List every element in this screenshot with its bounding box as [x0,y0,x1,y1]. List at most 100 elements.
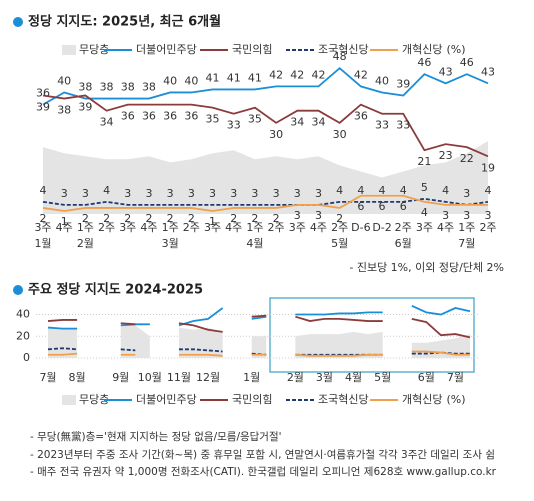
value-label: 1 [61,215,68,228]
value-label: 2 [40,212,47,225]
group-label: 2월 [77,237,94,250]
value-label: 38 [121,81,135,94]
value-label: 40 [163,74,177,87]
value-label: 23 [439,149,453,162]
value-label: 3 [124,187,131,200]
value-label: 4 [103,184,110,197]
x-tick-label: 10월 [138,371,162,384]
x-tick-label: 1주 [458,221,475,234]
value-label: 30 [333,128,347,141]
x-tick-label: 2주 [268,221,285,234]
value-label: 2 [273,212,280,225]
value-label: 4 [485,184,492,197]
group-label: 5월 [331,237,348,250]
chart-title: 정당 지지도: 2025년, 최근 6개월 [28,14,221,30]
value-label: 3 [251,187,258,200]
value-label: 3 [315,187,322,200]
value-label: 2 [336,212,343,225]
x-tick-label: 4주 [310,221,327,234]
highlight-box [269,297,475,373]
value-label: 48 [333,50,347,63]
legend-label: 조국혁신당 [318,393,369,406]
value-label: 2 [188,212,195,225]
legend-label: 개혁신당 [402,43,442,56]
value-label: 39 [396,78,410,91]
value-label: 3 [61,187,68,200]
x-tick-label: 11월 [167,371,191,384]
x-tick-label: 2주 [395,221,412,234]
group-label: 3월 [162,237,179,250]
x-tick-label: 1월 [243,371,260,384]
x-tick-label: D-2 [372,221,391,234]
footnote: - 무당(無黨)층='현재 지지하는 정당 없음/모름/응답거절' [30,430,282,443]
value-label: 30 [269,128,283,141]
value-label: 34 [311,116,325,129]
value-label: 3 [294,187,301,200]
value-label: 4 [421,206,428,219]
value-label: 40 [184,74,198,87]
value-label: 38 [78,81,92,94]
value-label: 46 [417,56,431,69]
value-label: 4 [336,184,343,197]
value-label: 36 [163,110,177,123]
group-label: 1월 [34,237,51,250]
value-label: 2 [82,212,89,225]
value-label: 6 [379,200,386,213]
x-tick-label: 1주 [162,221,179,234]
value-label: 21 [417,155,431,168]
value-label: 3 [463,209,470,222]
x-tick-label: 4월 [345,371,362,384]
footnote: - 2023년부터 주중 조사 기간(화~목) 중 휴무일 포함 시, 연말연시… [30,448,495,461]
legend-swatch [62,45,76,55]
group-label: 4월 [246,237,263,250]
value-label: 3 [294,209,301,222]
x-tick-label: 3주 [416,221,433,234]
value-label: 3 [315,209,322,222]
legend-label: 개혁신당 [402,393,442,406]
value-label: 19 [481,161,495,174]
value-label: 2 [230,212,237,225]
x-tick-label: 8월 [69,371,86,384]
x-tick-label: 7월 [39,371,56,384]
value-label: 40 [57,74,71,87]
unit-label: (%) [446,43,465,56]
value-label: 2 [145,212,152,225]
x-tick-label: 3주 [34,221,51,234]
footnote: - 매주 전국 유권자 약 1,000명 전화조사(CATI). 한국갤럽 데일… [30,465,497,478]
value-label: 3 [442,209,449,222]
x-tick-label: 4주 [140,221,157,234]
value-label: 3 [145,187,152,200]
legend-label: 조국혁신당 [318,43,369,56]
x-tick-label: D-6 [351,221,370,234]
value-label: 36 [184,110,198,123]
value-label: 35 [206,113,220,126]
title-dot [13,17,23,27]
x-tick-label: 2주 [479,221,496,234]
value-label: 41 [206,71,220,84]
value-label: 38 [57,104,71,117]
x-tick-label: 4주 [225,221,242,234]
legend-label: 국민의힘 [232,393,272,406]
x-tick-label: 7월 [447,371,464,384]
value-label: 33 [227,119,241,132]
value-label: 4 [400,184,407,197]
unit-label: (%) [446,393,465,406]
value-label: 4 [442,184,449,197]
y-tick-label: 0 [23,351,30,364]
value-label: 42 [269,68,283,81]
value-label: 43 [481,65,495,78]
value-label: 4 [40,184,47,197]
chart-title: 주요 정당 지지도 2024-2025 [28,282,203,298]
legend-swatch [62,395,76,405]
x-tick-label: 3주 [204,221,221,234]
value-label: 42 [290,68,304,81]
y-tick-label: 40 [16,308,30,321]
value-label: 3 [463,187,470,200]
value-label: 3 [273,187,280,200]
title-dot [13,285,23,295]
value-label: 4 [379,184,386,197]
value-label: 36 [354,110,368,123]
series-line [42,66,489,106]
value-label: 22 [460,152,474,165]
